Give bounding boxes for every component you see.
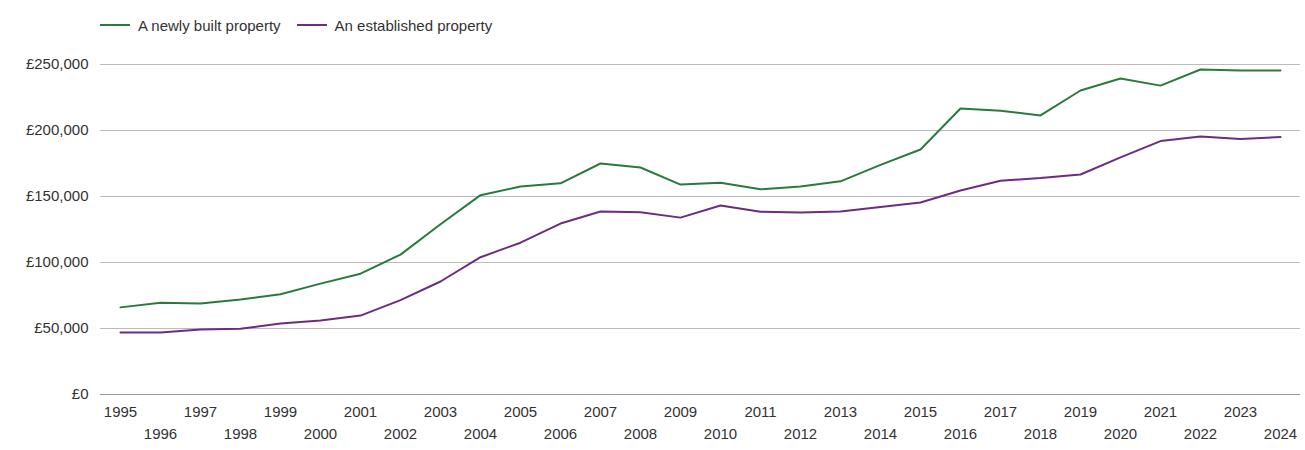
svg-text:2001: 2001 [344,403,377,420]
svg-text:2022: 2022 [1184,425,1217,442]
svg-text:2009: 2009 [664,403,697,420]
svg-text:2006: 2006 [544,425,577,442]
svg-text:1995: 1995 [104,403,137,420]
svg-text:2017: 2017 [984,403,1017,420]
svg-text:2012: 2012 [784,425,817,442]
svg-text:2014: 2014 [864,425,897,442]
svg-text:2000: 2000 [304,425,337,442]
svg-text:2015: 2015 [904,403,937,420]
svg-text:2020: 2020 [1104,425,1137,442]
svg-text:2005: 2005 [504,403,537,420]
svg-text:2019: 2019 [1064,403,1097,420]
svg-text:2011: 2011 [744,403,776,420]
svg-text:£250,000: £250,000 [26,55,89,72]
svg-text:1999: 1999 [264,403,297,420]
html-text:An established property: An established property [334,16,493,34]
svg-text:£0: £0 [72,385,89,402]
svg-text:2007: 2007 [584,403,617,420]
svg-text:2003: 2003 [424,403,457,420]
svg-text:2023: 2023 [1224,403,1257,420]
svg-text:2021: 2021 [1144,403,1177,420]
html-text:A newly built property: A newly built property [138,16,281,34]
svg-text:2016: 2016 [944,425,977,442]
svg-text:1997: 1997 [184,403,217,420]
svg-text:2010: 2010 [704,425,737,442]
svg-text:1996: 1996 [144,425,177,442]
svg-text:£200,000: £200,000 [26,121,89,138]
svg-text:2018: 2018 [1024,425,1057,442]
svg-text:£100,000: £100,000 [26,253,89,270]
svg-text:£150,000: £150,000 [26,187,89,204]
svg-text:1998: 1998 [224,425,257,442]
svg-text:2002: 2002 [384,425,417,442]
svg-text:2008: 2008 [624,425,657,442]
svg-text:£50,000: £50,000 [34,319,88,336]
svg-text:2004: 2004 [464,425,497,442]
svg-text:2013: 2013 [824,403,857,420]
svg-text:2024: 2024 [1264,425,1297,442]
